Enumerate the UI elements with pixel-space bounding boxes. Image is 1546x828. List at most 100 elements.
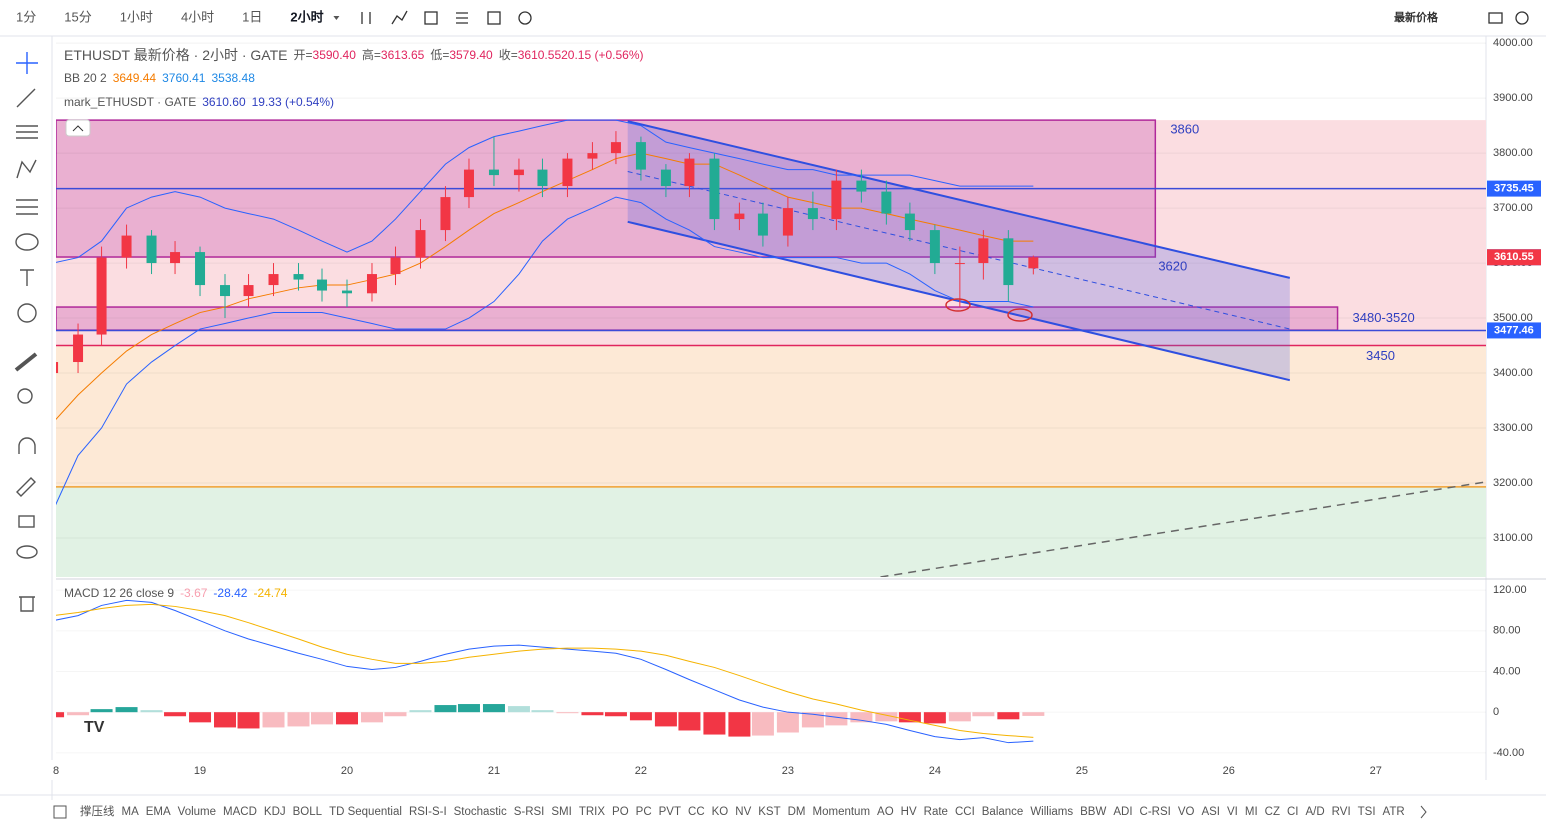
x-tick-label: 20 bbox=[341, 765, 353, 777]
box-label: 3620 bbox=[1158, 258, 1187, 273]
candle-type-icon[interactable] bbox=[361, 12, 371, 24]
indicator-item[interactable]: Balance bbox=[982, 806, 1024, 818]
delete-tool[interactable] bbox=[19, 596, 35, 612]
collapse-button[interactable] bbox=[65, 119, 91, 137]
top-icons[interactable] bbox=[361, 10, 1529, 25]
indicator-item[interactable]: PO bbox=[612, 806, 629, 818]
indicator-item[interactable]: Momentum bbox=[813, 806, 871, 818]
indicator-item[interactable]: Williams bbox=[1030, 806, 1073, 818]
indicator-bar[interactable]: 撑压线 MA EMA Volume MACD KDJ BOLL TD Sequential RS… bbox=[53, 804, 1427, 819]
interval-button[interactable]: 1日 bbox=[242, 9, 262, 24]
price-source[interactable]: 最新价格 bbox=[1394, 10, 1439, 24]
text-tool[interactable] bbox=[20, 269, 34, 286]
candle-body bbox=[587, 153, 598, 159]
candle-body bbox=[463, 169, 474, 198]
indicator-item[interactable]: ADI bbox=[1113, 806, 1132, 818]
macd-hist bbox=[311, 712, 334, 725]
list-icon[interactable] bbox=[456, 12, 468, 24]
indicator-item[interactable]: AO bbox=[877, 806, 894, 818]
main-pane bbox=[56, 42, 1486, 577]
indicator-item[interactable]: PC bbox=[636, 806, 652, 818]
indicator-item[interactable]: MA bbox=[122, 806, 140, 818]
indicator-item[interactable]: Volume bbox=[178, 806, 216, 818]
lock-tool[interactable] bbox=[18, 515, 35, 528]
indicator-item[interactable]: RVI bbox=[1332, 806, 1351, 818]
hide-tool[interactable] bbox=[16, 545, 38, 559]
template-icon[interactable] bbox=[424, 11, 438, 25]
pattern-tool[interactable] bbox=[16, 159, 37, 179]
macd-name: MACD 12 26 close 9 bbox=[64, 586, 174, 600]
fib-tool[interactable] bbox=[16, 125, 38, 139]
interval-button[interactable]: 1分 bbox=[16, 9, 36, 24]
indicator-item[interactable]: Stochastic bbox=[454, 806, 507, 818]
legend-title: ETHUSDT 最新价格 · 2小时 · GATE 开=3590.40 高=3613… bbox=[64, 47, 644, 63]
candle-body bbox=[73, 334, 84, 363]
indicator-item[interactable]: DM bbox=[788, 806, 806, 818]
indicator-item[interactable]: ATR bbox=[1383, 806, 1405, 818]
indicator-item[interactable]: KO bbox=[712, 806, 729, 818]
mark-name: mark_ETHUSDT · GATE bbox=[64, 95, 196, 109]
ruler-tool[interactable] bbox=[14, 352, 38, 372]
indicator-item[interactable]: HV bbox=[901, 806, 917, 818]
bb-lower bbox=[56, 196, 1034, 506]
indicator-item[interactable]: SMI bbox=[551, 806, 571, 818]
camera-icon[interactable] bbox=[1488, 12, 1503, 24]
indicator-item[interactable]: CZ bbox=[1265, 806, 1280, 818]
indicator-item[interactable]: PVT bbox=[659, 806, 681, 818]
indicator-item[interactable]: MACD bbox=[223, 806, 257, 818]
emoji-tool[interactable] bbox=[17, 303, 37, 323]
candle-body bbox=[513, 169, 524, 176]
add-icon[interactable] bbox=[518, 11, 532, 25]
macd-hist bbox=[237, 712, 260, 729]
candle-body bbox=[220, 285, 231, 297]
indicator-item[interactable]: C-RSI bbox=[1140, 806, 1171, 818]
candle-body bbox=[195, 252, 206, 286]
indicator-item[interactable]: 撑压线 bbox=[80, 804, 115, 818]
indicator-item[interactable]: TSI bbox=[1358, 806, 1376, 818]
layout-icon[interactable] bbox=[487, 11, 501, 25]
indicator-item[interactable]: ASI bbox=[1201, 806, 1220, 818]
interval-button[interactable]: 1小时 bbox=[120, 9, 153, 24]
annotation-ellipse bbox=[1007, 308, 1033, 322]
macd-value: -3.67 bbox=[180, 586, 208, 600]
indicator-item[interactable]: A/D bbox=[1306, 806, 1325, 818]
channel-line bbox=[627, 120, 1291, 279]
indicator-item[interactable]: VO bbox=[1178, 806, 1195, 818]
shape-tool[interactable] bbox=[15, 233, 39, 251]
indicator-item[interactable]: CC bbox=[688, 806, 705, 818]
interval-button[interactable]: 15分 bbox=[64, 9, 91, 24]
interval-button[interactable]: 4小时 bbox=[181, 9, 214, 24]
indicator-item[interactable]: RSI-S-I bbox=[409, 806, 447, 818]
y-tick-label: 0 bbox=[1493, 706, 1499, 718]
magnet-tool[interactable] bbox=[18, 437, 36, 454]
crosshair-tool[interactable] bbox=[16, 52, 38, 74]
indicator-item[interactable]: TD Sequential bbox=[329, 806, 402, 818]
macd-hist bbox=[850, 712, 873, 723]
indicator-item[interactable]: TRIX bbox=[579, 806, 606, 818]
indicator-item[interactable]: BBW bbox=[1080, 806, 1106, 818]
indicator-icon[interactable] bbox=[391, 10, 408, 25]
indicator-item[interactable]: KDJ bbox=[264, 806, 286, 818]
indicator-item[interactable]: KST bbox=[758, 806, 780, 818]
y-tick-label: 3700.00 bbox=[1493, 202, 1533, 214]
indicator-item[interactable]: EMA bbox=[146, 806, 171, 818]
indicator-item[interactable]: NV bbox=[735, 806, 751, 818]
zoom-tool[interactable] bbox=[17, 388, 33, 404]
indicator-item[interactable]: VI bbox=[1227, 806, 1238, 818]
settings-icon[interactable] bbox=[1515, 11, 1529, 25]
interval-active[interactable]: 2小时 bbox=[290, 9, 323, 24]
projection-tool[interactable] bbox=[16, 199, 38, 215]
intervals[interactable]: 1分 15分 1小时 4小时 1日 2小时 bbox=[16, 9, 340, 24]
candle-body bbox=[929, 230, 940, 264]
indicator-item[interactable]: MI bbox=[1245, 806, 1258, 818]
indicator-item[interactable]: S-RSI bbox=[514, 806, 545, 818]
draw-lock-tool[interactable] bbox=[16, 477, 36, 497]
macd-hist bbox=[751, 712, 774, 736]
line-tool[interactable] bbox=[16, 88, 36, 108]
left-tools[interactable] bbox=[14, 52, 39, 612]
macd-hist bbox=[67, 712, 90, 716]
indicator-item[interactable]: Rate bbox=[924, 806, 948, 818]
indicator-item[interactable]: CCI bbox=[955, 806, 975, 818]
indicator-item[interactable]: CI bbox=[1287, 806, 1299, 818]
indicator-item[interactable]: BOLL bbox=[293, 806, 323, 818]
